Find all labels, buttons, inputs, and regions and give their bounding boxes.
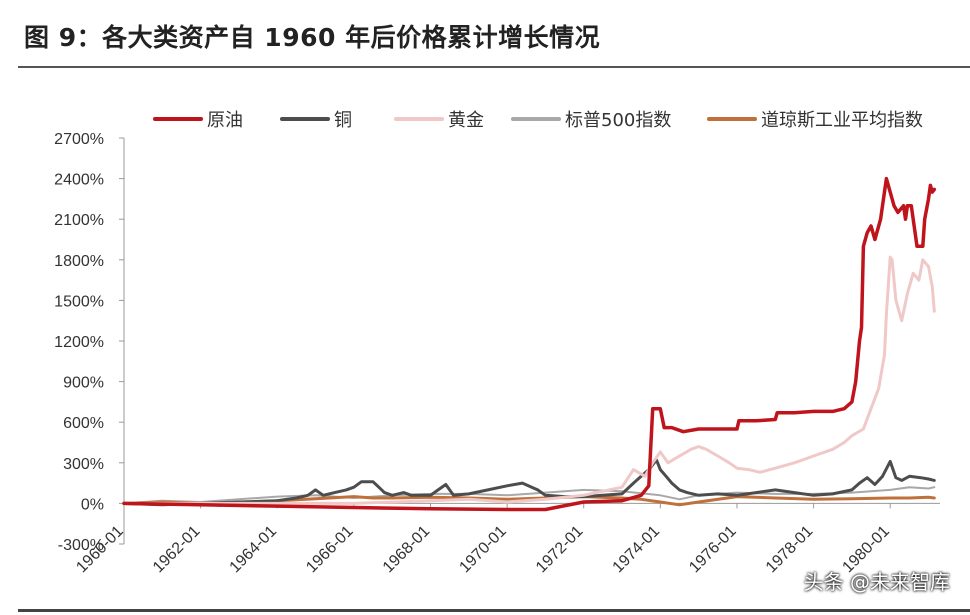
legend: 原油 铜 黄金 标普500指数 道琼斯工业平均指数 (153, 110, 923, 131)
legend-label: 标普500指数 (565, 110, 671, 131)
legend-label: 原油 (207, 110, 243, 131)
series-line-2 (122, 255, 936, 505)
x-tick-label: 1972-01 (533, 523, 587, 577)
watermark: 头条 @未来智库 (803, 570, 950, 594)
series-line-3 (123, 486, 936, 505)
y-tick-label: 300% (63, 456, 104, 473)
y-axis: -300% 0% 300% 600% 900% 1200% 1500% 1800% 2100% 2… (54, 131, 125, 554)
y-tick-label: 1200% (54, 334, 104, 351)
x-tick-label: 1966-01 (303, 523, 357, 577)
x-tick-label: 1968-01 (380, 523, 434, 577)
series-line-0 (122, 176, 937, 512)
y-tick-label: -300% (58, 537, 104, 554)
plot-area (122, 176, 937, 512)
legend-label: 铜 (334, 110, 352, 131)
y-tick-label: 600% (63, 415, 104, 432)
y-tick-label: 0% (81, 496, 104, 513)
y-tick-label: 900% (63, 375, 104, 392)
y-tick-label: 2700% (54, 131, 104, 148)
x-tick-label: 1976-01 (686, 523, 740, 577)
y-tick-label: 2100% (54, 212, 104, 229)
series-line-1 (122, 458, 936, 507)
x-tick-label: 1974-01 (610, 523, 664, 577)
title-divider (18, 66, 970, 68)
legend-label: 黄金 (448, 110, 484, 131)
x-tick-label: 1970-01 (456, 523, 510, 577)
x-tick-label: 1964-01 (227, 523, 281, 577)
x-tick-label: 1962-01 (150, 523, 204, 577)
y-tick-label: 2400% (54, 172, 104, 189)
bottom-divider (18, 609, 970, 612)
y-tick-label: 1800% (54, 253, 104, 270)
y-tick-label: 1500% (54, 293, 104, 310)
chart-title: 图 9：各大类资产自 1960 年后价格累计增长情况 (24, 23, 601, 52)
legend-label: 道琼斯工业平均指数 (761, 110, 923, 131)
